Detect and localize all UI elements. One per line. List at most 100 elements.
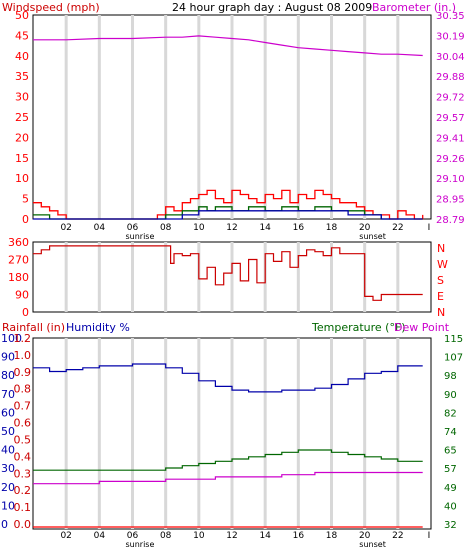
compass-tick: N bbox=[437, 306, 445, 319]
sunrise-label: sunrise bbox=[125, 232, 154, 241]
chart-title: 24 hour graph day : August 08 2009 bbox=[172, 1, 372, 14]
rainfall-tick: 0.5 bbox=[14, 433, 32, 446]
humidity-tick: 60 bbox=[1, 406, 15, 419]
barometer-tick: 28.95 bbox=[436, 195, 465, 206]
temperature-tick: 57 bbox=[444, 464, 457, 475]
rainfall-label: Rainfall (in) bbox=[2, 321, 65, 334]
rainfall-tick: 0.0 bbox=[14, 518, 32, 531]
x-tick-label: 22 bbox=[392, 531, 403, 541]
x-tick-label: 10 bbox=[193, 223, 205, 233]
humidity-axis-ticks: 0 10 20 30 40 50 60 70 80 90 100 0.0 0.1 0.2 0.3 0.4 0.5… bbox=[1, 332, 31, 531]
x-tick-label: 12 bbox=[226, 531, 237, 541]
rainfall-tick: 0.6 bbox=[14, 417, 32, 430]
humidity-panel-x-ticks: 02 04 06 08 10 12 14 16 18 20 22 I bbox=[60, 531, 430, 541]
barometer-tick: 30.04 bbox=[436, 52, 465, 63]
windspeed-axis-ticks: 0 5 10 15 20 25 30 35 40 45 50 bbox=[15, 9, 29, 226]
rainfall-tick: 0.7 bbox=[14, 400, 32, 413]
temperature-tick: 40 bbox=[444, 501, 457, 512]
x-tick-label: 14 bbox=[259, 223, 271, 233]
compass-tick: E bbox=[437, 290, 444, 303]
windspeed-tick: 25 bbox=[15, 111, 29, 124]
x-tick-label: 02 bbox=[60, 223, 71, 233]
compass-tick: W bbox=[437, 258, 448, 271]
series-temperature bbox=[33, 449, 423, 471]
series-barometer bbox=[33, 35, 423, 57]
temperature-tick: 82 bbox=[444, 408, 457, 419]
windspeed-tick: 10 bbox=[15, 172, 29, 185]
x-tick-label: 08 bbox=[160, 531, 172, 541]
x-end-label: I bbox=[428, 223, 431, 233]
rainfall-tick: 0.3 bbox=[14, 467, 32, 480]
x-tick-label: 04 bbox=[94, 223, 106, 233]
compass-tick: S bbox=[437, 274, 444, 287]
x-tick-label: 16 bbox=[293, 531, 305, 541]
x-tick-label: 18 bbox=[326, 531, 338, 541]
barometer-tick: 29.10 bbox=[436, 174, 465, 185]
windspeed-tick: 40 bbox=[15, 50, 29, 63]
windspeed-tick: 35 bbox=[15, 70, 29, 83]
humidity-tick: 40 bbox=[1, 444, 15, 457]
sunrise-label-bottom: sunrise bbox=[125, 540, 154, 549]
temperature-tick: 90 bbox=[444, 390, 457, 401]
barometer-tick: 29.88 bbox=[436, 72, 465, 83]
humidity-tick: 80 bbox=[1, 369, 15, 382]
dewpoint-label: Dew Point bbox=[394, 321, 450, 334]
direction-panel-plot bbox=[33, 245, 423, 301]
temperature-tick: 98 bbox=[444, 371, 457, 382]
x-tick-label: 22 bbox=[392, 223, 403, 233]
humidity-tick: 70 bbox=[1, 388, 15, 401]
x-tick-label: 14 bbox=[259, 531, 271, 541]
windspeed-tick: 30 bbox=[15, 91, 29, 104]
wind-panel-plot bbox=[33, 35, 424, 220]
direction-tick: 270 bbox=[8, 254, 29, 267]
humidity-temperature-panel: 0 10 20 30 40 50 60 70 80 90 100 0.0 0.1 0.2 0.3 0.4 0.5… bbox=[1, 321, 463, 549]
series-dew-point bbox=[33, 471, 423, 485]
temperature-label: Temperature (°F) bbox=[311, 321, 406, 334]
x-tick-label: 10 bbox=[193, 531, 205, 541]
x-tick-label: 04 bbox=[94, 531, 106, 541]
direction-tick: 0 bbox=[22, 306, 29, 319]
sunset-label-bottom: sunset bbox=[359, 540, 386, 549]
series-humidity bbox=[33, 363, 423, 393]
temperature-tick: 74 bbox=[444, 427, 457, 438]
windspeed-tick: 15 bbox=[15, 152, 29, 165]
sunset-label: sunset bbox=[359, 232, 386, 241]
temperature-tick: 107 bbox=[444, 353, 463, 364]
direction-degree-ticks: 0 90 180 270 360 bbox=[8, 236, 29, 319]
humidity-tick: 100 bbox=[1, 332, 22, 345]
barometer-tick: 29.72 bbox=[436, 93, 465, 104]
direction-tick: 180 bbox=[8, 271, 29, 284]
temperature-tick: 32 bbox=[444, 520, 457, 531]
barometer-tick: 29.57 bbox=[436, 113, 465, 124]
humidity-label: Humidity % bbox=[66, 321, 130, 334]
temperature-tick: 65 bbox=[444, 446, 457, 457]
humidity-tick: 30 bbox=[1, 462, 15, 475]
compass-tick: N bbox=[437, 242, 445, 255]
barometer-tick: 30.19 bbox=[436, 31, 465, 42]
temperature-tick: 49 bbox=[444, 483, 457, 494]
series-wind-average bbox=[33, 210, 423, 220]
barometer-tick: 29.41 bbox=[436, 133, 465, 144]
windspeed-tick: 5 bbox=[22, 193, 29, 206]
x-tick-label: 20 bbox=[359, 531, 371, 541]
x-tick-label: 06 bbox=[127, 531, 139, 541]
direction-tick: 360 bbox=[8, 236, 29, 249]
wind-panel-grid bbox=[64, 15, 400, 219]
rainfall-tick: 1.0 bbox=[14, 349, 32, 362]
barometer-tick: 30.35 bbox=[436, 11, 465, 22]
rainfall-tick: 0.8 bbox=[14, 383, 32, 396]
humidity-panel-plot bbox=[33, 363, 423, 528]
humidity-tick: 20 bbox=[1, 481, 15, 494]
wind-panel-x-ticks: 02 04 06 08 10 12 14 16 18 20 22 I bbox=[60, 223, 430, 233]
temperature-tick: 115 bbox=[444, 334, 463, 345]
humidity-tick: 90 bbox=[1, 351, 15, 364]
x-tick-label: 12 bbox=[226, 223, 237, 233]
x-tick-label: 06 bbox=[127, 223, 139, 233]
humidity-tick: 0 bbox=[1, 518, 8, 531]
humidity-tick: 10 bbox=[1, 499, 15, 512]
x-tick-label: 08 bbox=[160, 223, 172, 233]
barometer-axis-ticks: 28.79 28.95 29.10 29.26 29.41 29.57 29.72 29.88… bbox=[436, 11, 465, 226]
